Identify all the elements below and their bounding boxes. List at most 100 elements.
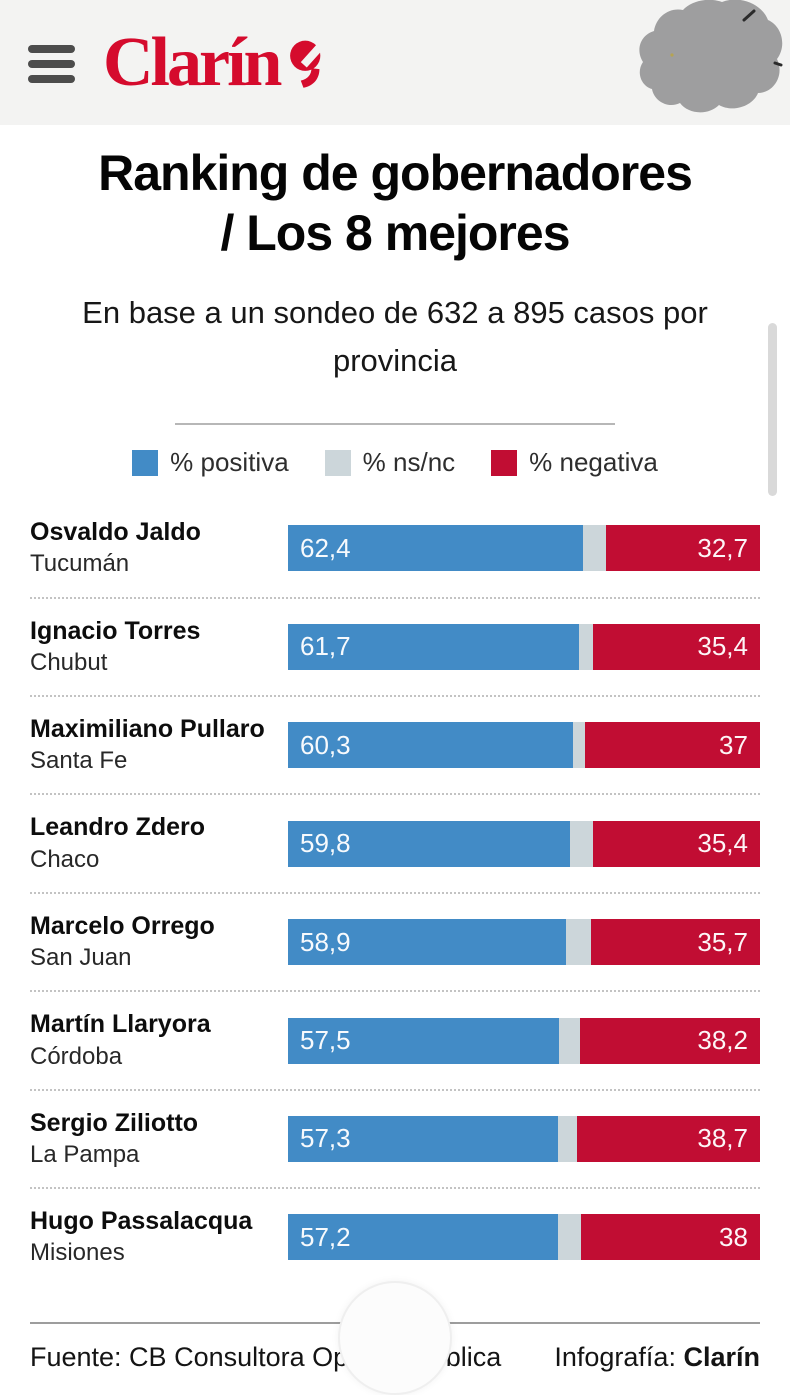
stacked-bar: 58,9 35,7 <box>288 919 760 966</box>
row-label: Leandro Zdero Chaco <box>30 812 288 874</box>
governor-name: Maximiliano Pullaro <box>30 714 265 743</box>
bar-positive-segment: 60,3 <box>288 722 573 769</box>
governor-province: San Juan <box>30 944 132 972</box>
credit-label: Infografía: <box>554 1341 684 1372</box>
legend-label: % negativa <box>529 447 658 478</box>
bar-positive-segment: 58,9 <box>288 919 566 966</box>
governor-name: Sergio Ziliotto <box>30 1108 199 1137</box>
positive-value: 59,8 <box>300 828 351 859</box>
negative-swatch <box>491 449 518 476</box>
legend-item-negative: % negativa <box>491 447 658 478</box>
clarin-logo[interactable]: Clarín <box>103 28 332 97</box>
legend-item-nsnc: % ns/nc <box>324 447 456 478</box>
legend-label: % ns/nc <box>362 447 456 478</box>
bar-nsnc-segment <box>579 623 593 670</box>
governor-row: Maximiliano Pullaro Santa Fe 60,3 37 <box>30 697 760 796</box>
governor-name: Martín Llaryora <box>30 1010 211 1039</box>
bar-negative-segment: 35,4 <box>592 820 760 867</box>
positive-value: 57,5 <box>300 1025 351 1055</box>
bar-negative-segment: 38,7 <box>577 1115 760 1162</box>
governor-province: Misiones <box>30 1239 125 1267</box>
bar-positive-segment: 57,2 <box>288 1214 558 1261</box>
bar-positive-segment: 62,4 <box>288 525 583 572</box>
stacked-bar: 57,5 38,2 <box>288 1017 760 1064</box>
governor-province: Chubut <box>30 648 108 676</box>
row-label: Martín Llaryora Córdoba <box>30 1009 288 1071</box>
bar-nsnc-segment <box>582 525 606 572</box>
row-label: Sergio Ziliotto La Pampa <box>30 1108 288 1170</box>
title-line-2: / Los 8 mejores <box>220 205 570 261</box>
bar-negative-segment: 37 <box>585 722 760 769</box>
stacked-bar: 61,7 35,4 <box>288 623 760 670</box>
legend-label: % positiva <box>170 447 289 478</box>
governor-ranking-list: Osvaldo Jaldo Tucumán 62,4 32,7 Ignacio … <box>30 500 760 1286</box>
scrollbar-thumb[interactable] <box>768 323 777 496</box>
hamburger-bar <box>28 59 75 68</box>
row-label: Maximiliano Pullaro Santa Fe <box>30 714 288 776</box>
stacked-bar: 59,8 35,4 <box>288 820 760 867</box>
negative-value: 35,4 <box>697 828 748 859</box>
governor-province: Santa Fe <box>30 747 128 775</box>
governor-province: Tucumán <box>30 550 130 578</box>
governor-row: Osvaldo Jaldo Tucumán 62,4 32,7 <box>30 500 760 599</box>
subtitle: En base a un sondeo de 632 a 895 casos p… <box>82 295 708 379</box>
negative-value: 32,7 <box>697 532 748 563</box>
bottom-overlay-circle <box>338 1281 452 1395</box>
governor-name: Marcelo Orrego <box>30 911 215 940</box>
bar-negative-segment: 32,7 <box>605 525 760 572</box>
bar-nsnc-segment <box>572 722 586 769</box>
credit-text: Infografía: Clarín <box>554 1342 760 1373</box>
governor-name: Hugo Passalacqua <box>30 1207 253 1236</box>
governor-row: Leandro Zdero Chaco 59,8 35,4 <box>30 795 760 894</box>
bar-positive-segment: 61,7 <box>288 623 580 670</box>
governor-province: La Pampa <box>30 1140 140 1168</box>
governor-row: Ignacio Torres Chubut 61,7 35,4 <box>30 599 760 697</box>
row-label: Osvaldo Jaldo Tucumán <box>30 517 288 579</box>
governor-province: Córdoba <box>30 1042 123 1070</box>
bar-negative-segment: 35,4 <box>592 623 760 670</box>
governor-name: Ignacio Torres <box>30 616 201 645</box>
negative-value: 35,4 <box>697 631 748 662</box>
negative-value: 38 <box>719 1221 748 1252</box>
negative-value: 38,2 <box>697 1025 748 1055</box>
bar-negative-segment: 38 <box>580 1214 760 1261</box>
bar-nsnc-segment <box>570 820 593 867</box>
hamburger-menu-icon[interactable] <box>28 44 75 83</box>
negative-value: 35,7 <box>697 926 748 957</box>
positive-value: 62,4 <box>300 532 351 563</box>
governor-province: Chaco <box>30 845 100 873</box>
clarin-bugle-icon <box>290 35 332 89</box>
legend-item-positive: % positiva <box>132 447 289 478</box>
stacked-bar: 62,4 32,7 <box>288 525 760 572</box>
chart-legend: % positiva % ns/nc % negativa <box>30 447 760 478</box>
row-label: Marcelo Orrego San Juan <box>30 911 288 973</box>
governor-name: Osvaldo Jaldo <box>30 518 201 547</box>
legend-divider <box>175 423 615 426</box>
governor-name: Leandro Zdero <box>30 813 206 842</box>
bar-nsnc-segment <box>559 1017 580 1064</box>
governor-row: Sergio Ziliotto La Pampa 57,3 38,7 <box>30 1091 760 1190</box>
positive-value: 58,9 <box>300 926 351 957</box>
bar-nsnc-segment <box>558 1115 578 1162</box>
positive-value: 57,2 <box>300 1221 351 1252</box>
negative-value: 38,7 <box>697 1123 748 1154</box>
negative-value: 37 <box>719 729 748 760</box>
app-header: Clarín <box>0 0 790 125</box>
bar-positive-segment: 57,3 <box>288 1115 559 1162</box>
stacked-bar: 57,3 38,7 <box>288 1115 760 1162</box>
positive-value: 60,3 <box>300 729 351 760</box>
nsnc-swatch <box>324 449 351 476</box>
row-label: Hugo Passalacqua Misiones <box>30 1206 288 1268</box>
page-title: Ranking de gobernadores / Los 8 mejores <box>30 143 760 263</box>
bar-positive-segment: 59,8 <box>288 820 571 867</box>
stacked-bar: 60,3 37 <box>288 722 760 769</box>
governor-row: Hugo Passalacqua Misiones 57,2 38 <box>30 1189 760 1285</box>
positive-value: 57,3 <box>300 1123 351 1154</box>
bar-negative-segment: 38,2 <box>579 1017 760 1064</box>
title-line-1: Ranking de gobernadores <box>98 145 693 201</box>
bar-nsnc-segment <box>557 1214 581 1261</box>
redaction-scribble <box>639 0 783 113</box>
bar-positive-segment: 57,5 <box>288 1017 560 1064</box>
stacked-bar: 57,2 38 <box>288 1214 760 1261</box>
bar-negative-segment: 35,7 <box>591 919 760 966</box>
